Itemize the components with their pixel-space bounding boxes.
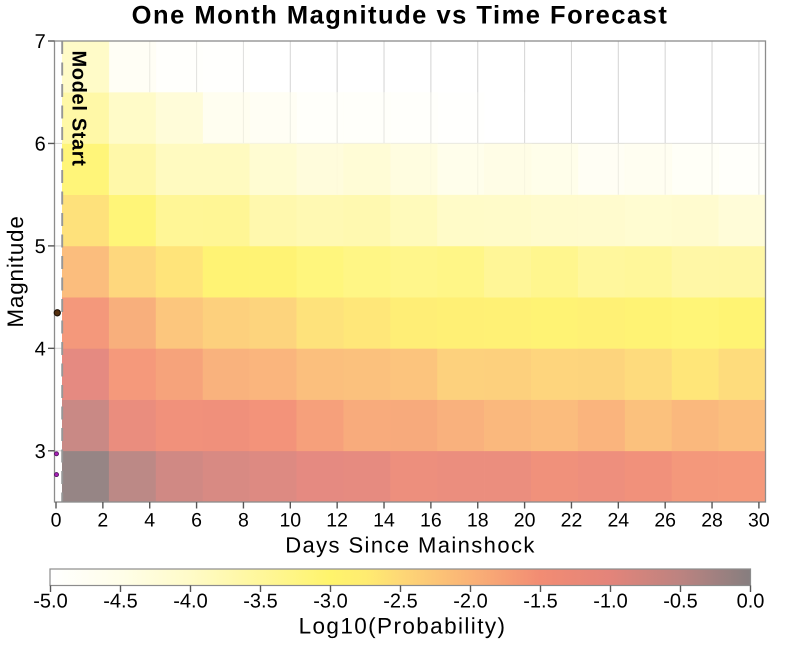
svg-text:22: 22 [561,510,583,532]
svg-text:26: 26 [654,510,676,532]
svg-text:4: 4 [35,338,46,360]
svg-text:-0.5: -0.5 [663,591,697,613]
svg-text:Days Since Mainshock: Days Since Mainshock [285,532,536,557]
svg-text:10: 10 [279,510,301,532]
svg-text:Log10(Probability): Log10(Probability) [299,614,507,639]
svg-text:5: 5 [35,236,46,258]
svg-text:-5.0: -5.0 [33,591,67,613]
svg-text:-2.0: -2.0 [453,591,487,613]
svg-text:12: 12 [326,510,348,532]
svg-text:-1.0: -1.0 [593,591,627,613]
svg-text:-2.5: -2.5 [383,591,417,613]
svg-text:4: 4 [144,510,155,532]
svg-text:14: 14 [373,510,395,532]
svg-text:6: 6 [35,133,46,155]
svg-text:Magnitude: Magnitude [3,215,28,327]
svg-text:0.0: 0.0 [737,591,765,613]
svg-text:16: 16 [420,510,442,532]
svg-text:One Month Magnitude vs Time Fo: One Month Magnitude vs Time Forecast [132,2,669,30]
svg-text:-1.5: -1.5 [523,591,557,613]
svg-text:-4.5: -4.5 [103,591,137,613]
svg-text:-3.0: -3.0 [313,591,347,613]
svg-text:18: 18 [467,510,489,532]
svg-text:30: 30 [748,510,770,532]
svg-text:20: 20 [514,510,536,532]
svg-text:8: 8 [238,510,249,532]
svg-text:6: 6 [191,510,202,532]
svg-text:-4.0: -4.0 [173,591,207,613]
svg-text:-3.5: -3.5 [243,591,277,613]
svg-text:2: 2 [97,510,108,532]
svg-text:28: 28 [701,510,723,532]
svg-text:3: 3 [35,441,46,463]
svg-text:0: 0 [51,510,62,532]
svg-text:24: 24 [607,510,629,532]
svg-text:Model Start: Model Start [68,51,90,167]
svg-text:7: 7 [35,31,46,53]
